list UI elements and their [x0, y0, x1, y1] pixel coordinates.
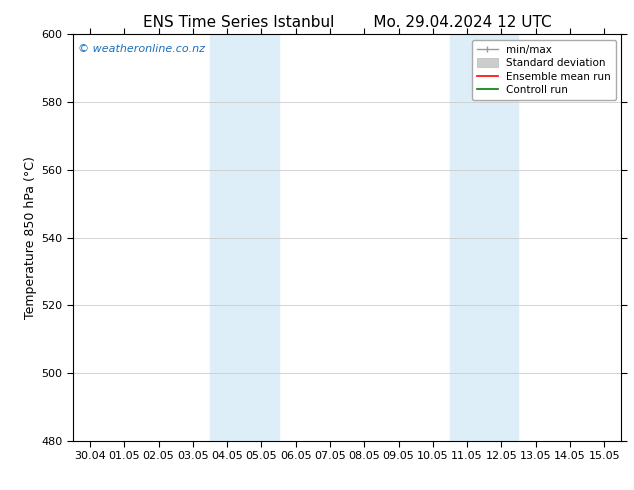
- Bar: [210, 34, 278, 441]
- Title: ENS Time Series Istanbul        Mo. 29.04.2024 12 UTC: ENS Time Series Istanbul Mo. 29.04.2024 …: [143, 15, 552, 30]
- Y-axis label: Temperature 850 hPa (°C): Temperature 850 hPa (°C): [24, 156, 37, 319]
- Bar: [450, 34, 519, 441]
- Text: © weatheronline.co.nz: © weatheronline.co.nz: [79, 45, 205, 54]
- Legend: min/max, Standard deviation, Ensemble mean run, Controll run: min/max, Standard deviation, Ensemble me…: [472, 40, 616, 100]
